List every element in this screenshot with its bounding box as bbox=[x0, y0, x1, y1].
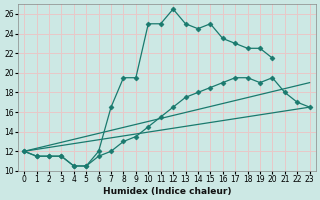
X-axis label: Humidex (Indice chaleur): Humidex (Indice chaleur) bbox=[103, 187, 231, 196]
